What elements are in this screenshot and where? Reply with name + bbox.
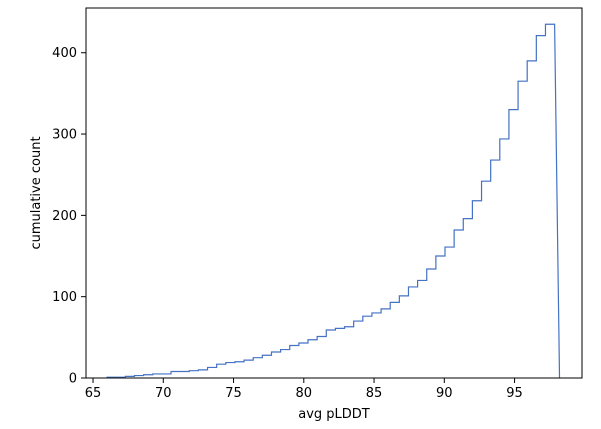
- x-tick-label: 65: [85, 386, 102, 401]
- x-tick-label: 95: [506, 386, 523, 401]
- x-tick-label: 70: [155, 386, 172, 401]
- y-tick-label: 200: [52, 209, 77, 224]
- x-tick-label: 85: [366, 386, 383, 401]
- y-tick-label: 400: [52, 46, 77, 61]
- y-tick-label: 300: [52, 128, 77, 143]
- ticks-layer: 65 70 75 80 85 90 95 0 100 200 300 400: [52, 46, 523, 401]
- x-tick-label: 75: [225, 386, 242, 401]
- y-tick-label: 100: [52, 290, 77, 305]
- cumulative-step-line: [106, 23, 561, 379]
- plot-area: [86, 8, 582, 378]
- y-axis-label: cumulative count: [29, 136, 44, 249]
- x-tick-label: 80: [296, 386, 313, 401]
- y-tick-label: 0: [69, 372, 77, 387]
- x-tick-label: 90: [436, 386, 453, 401]
- marks-layer: [106, 23, 561, 379]
- plot-frame: [85, 7, 583, 379]
- x-axis-label: avg pLDDT: [298, 407, 370, 422]
